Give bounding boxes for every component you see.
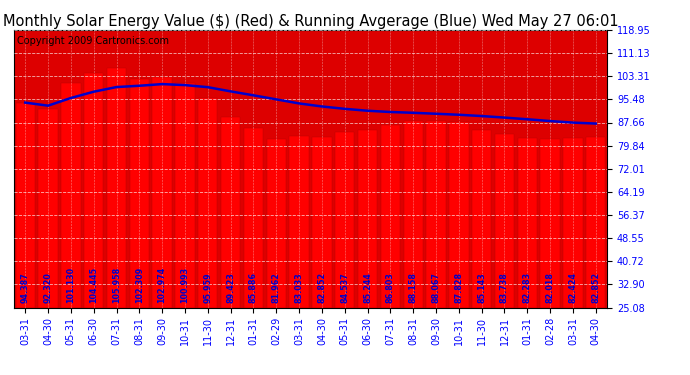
Bar xyxy=(426,121,446,308)
Bar xyxy=(107,68,126,308)
Text: 83.738: 83.738 xyxy=(500,272,509,303)
Text: 88.067: 88.067 xyxy=(431,272,440,303)
Text: 104.445: 104.445 xyxy=(89,267,98,303)
Bar xyxy=(15,103,35,308)
Text: 89.423: 89.423 xyxy=(226,272,235,303)
Text: 82.852: 82.852 xyxy=(591,272,600,303)
Text: 105.958: 105.958 xyxy=(112,267,121,303)
Bar xyxy=(540,139,560,308)
Bar xyxy=(312,137,332,308)
Bar xyxy=(198,98,217,308)
Text: 87.828: 87.828 xyxy=(454,272,464,303)
Bar xyxy=(472,130,491,308)
Bar xyxy=(495,134,514,308)
Bar xyxy=(152,77,172,308)
Bar xyxy=(518,138,537,308)
Text: 82.283: 82.283 xyxy=(523,272,532,303)
Text: 84.537: 84.537 xyxy=(340,272,349,303)
Text: 82.852: 82.852 xyxy=(317,272,326,303)
Bar xyxy=(221,117,240,308)
Bar xyxy=(244,128,263,308)
Text: 95.959: 95.959 xyxy=(204,273,213,303)
Bar xyxy=(449,122,469,308)
Text: 101.130: 101.130 xyxy=(66,267,75,303)
Text: 100.993: 100.993 xyxy=(181,267,190,303)
Text: 102.974: 102.974 xyxy=(157,267,167,303)
Bar xyxy=(586,137,606,308)
Bar xyxy=(563,138,582,308)
Text: 83.033: 83.033 xyxy=(295,272,304,303)
Bar xyxy=(84,73,103,308)
Text: 86.803: 86.803 xyxy=(386,272,395,303)
Title: Monthly Solar Energy Value ($) (Red) & Running Avgerage (Blue) Wed May 27 06:01: Monthly Solar Energy Value ($) (Red) & R… xyxy=(3,14,618,29)
Text: 85.886: 85.886 xyxy=(249,272,258,303)
Bar xyxy=(39,109,58,308)
Text: 85.244: 85.244 xyxy=(363,272,372,303)
Text: 81.962: 81.962 xyxy=(272,272,281,303)
Text: 92.320: 92.320 xyxy=(43,272,52,303)
Text: 94.387: 94.387 xyxy=(21,272,30,303)
Text: 85.143: 85.143 xyxy=(477,272,486,303)
Bar xyxy=(175,83,195,308)
Bar xyxy=(358,130,377,308)
Bar xyxy=(289,136,309,308)
Bar xyxy=(335,132,355,308)
Bar xyxy=(130,79,149,308)
Bar xyxy=(61,82,81,308)
Text: 102.309: 102.309 xyxy=(135,267,144,303)
Bar xyxy=(266,140,286,308)
Text: 82.424: 82.424 xyxy=(569,272,578,303)
Bar xyxy=(381,125,400,308)
Bar xyxy=(404,121,423,308)
Text: Copyright 2009 Cartronics.com: Copyright 2009 Cartronics.com xyxy=(17,36,169,45)
Text: 82.018: 82.018 xyxy=(546,272,555,303)
Text: 88.158: 88.158 xyxy=(408,272,417,303)
